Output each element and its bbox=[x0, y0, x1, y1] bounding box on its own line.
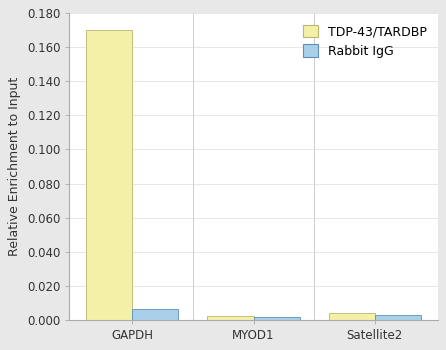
Y-axis label: Relative Enrichment to Input: Relative Enrichment to Input bbox=[8, 77, 21, 256]
Bar bbox=[207, 316, 253, 320]
Legend: TDP-43/TARDBP, Rabbit IgG: TDP-43/TARDBP, Rabbit IgG bbox=[297, 20, 431, 63]
Bar bbox=[253, 317, 300, 320]
Bar bbox=[375, 315, 421, 320]
Bar bbox=[86, 30, 132, 320]
Bar bbox=[329, 313, 375, 320]
Bar bbox=[132, 309, 178, 320]
